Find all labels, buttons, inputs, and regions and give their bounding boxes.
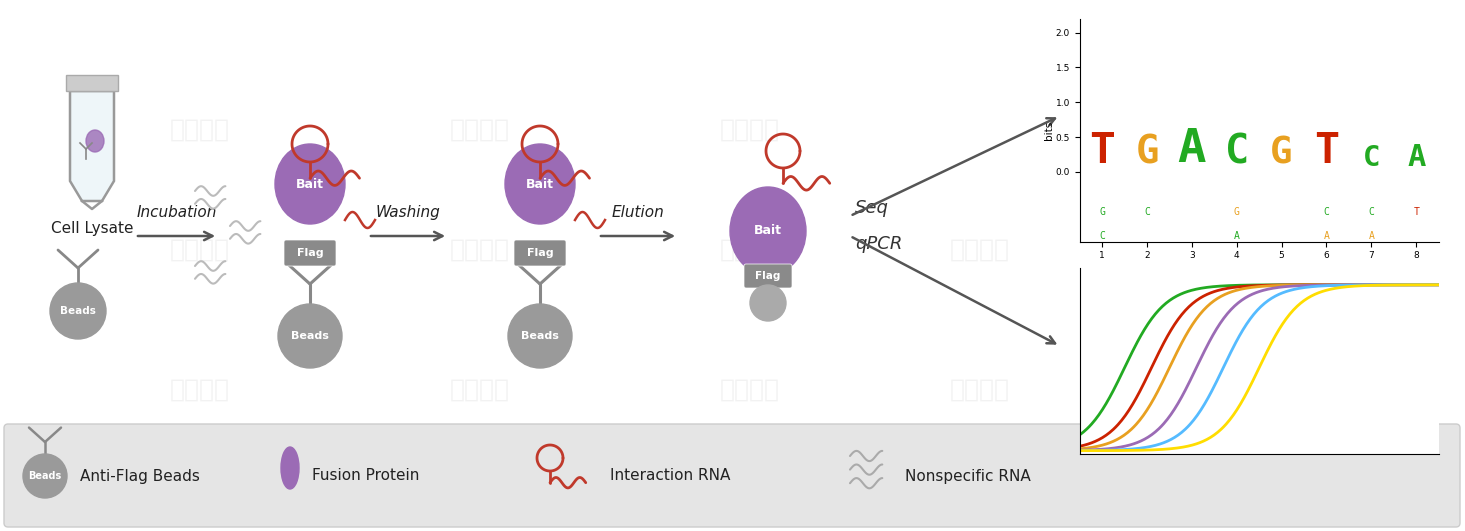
Ellipse shape <box>505 144 574 224</box>
Text: Bait: Bait <box>526 177 554 191</box>
Text: 辉验生物: 辉验生物 <box>719 118 779 142</box>
Text: Flag: Flag <box>527 248 554 258</box>
Text: A: A <box>1178 127 1206 172</box>
Text: A: A <box>1406 143 1425 172</box>
Circle shape <box>278 304 341 368</box>
Ellipse shape <box>86 130 104 152</box>
Text: 辉验生物: 辉验生物 <box>300 448 360 472</box>
Text: Bait: Bait <box>754 225 782 237</box>
Text: G: G <box>1270 136 1294 172</box>
Text: 辉验生物: 辉验生物 <box>170 378 230 402</box>
Polygon shape <box>66 75 119 91</box>
Text: Fusion Protein: Fusion Protein <box>312 468 419 484</box>
Text: T: T <box>1314 130 1339 172</box>
Text: 辉验生物: 辉验生物 <box>719 378 779 402</box>
Text: 辉验生物: 辉验生物 <box>170 238 230 262</box>
Text: A: A <box>1323 231 1329 241</box>
Text: 辉验生物: 辉验生物 <box>949 378 1009 402</box>
Text: qPCR: qPCR <box>856 235 902 253</box>
Text: 辉验生物: 辉验生物 <box>450 118 510 142</box>
Text: 辉验生物: 辉验生物 <box>719 238 779 262</box>
Text: Flag: Flag <box>297 248 324 258</box>
Text: Beads: Beads <box>28 471 62 481</box>
Text: Washing: Washing <box>375 205 441 220</box>
Text: 辉验生物: 辉验生物 <box>450 378 510 402</box>
Text: 辉验生物: 辉验生物 <box>450 238 510 262</box>
Text: Beads: Beads <box>292 331 330 341</box>
Text: 辉验生物: 辉验生物 <box>1190 378 1250 402</box>
Text: G: G <box>1234 207 1239 217</box>
Ellipse shape <box>730 187 806 275</box>
Text: Interaction RNA: Interaction RNA <box>609 468 731 484</box>
Text: Elution: Elution <box>611 205 664 220</box>
Text: A: A <box>1234 231 1239 241</box>
Circle shape <box>50 283 105 339</box>
Text: C: C <box>1099 231 1105 241</box>
FancyBboxPatch shape <box>4 424 1461 527</box>
Y-axis label: bits: bits <box>1045 121 1055 140</box>
Text: Nonspecific RNA: Nonspecific RNA <box>905 468 1031 484</box>
Text: G: G <box>1135 134 1159 172</box>
Text: 辉验生物: 辉验生物 <box>949 238 1009 262</box>
Text: T: T <box>1414 207 1420 217</box>
Text: Seq: Seq <box>856 199 889 217</box>
Text: 辉验生物: 辉验生物 <box>170 118 230 142</box>
Text: Bait: Bait <box>296 177 324 191</box>
FancyBboxPatch shape <box>744 264 793 288</box>
Text: G: G <box>1099 207 1105 217</box>
Ellipse shape <box>275 144 344 224</box>
Text: 辉验生物: 辉验生物 <box>850 448 910 472</box>
Text: Incubation: Incubation <box>136 205 217 220</box>
Text: C: C <box>1368 207 1374 217</box>
Text: Flag: Flag <box>756 271 781 281</box>
Text: A: A <box>1368 231 1374 241</box>
FancyBboxPatch shape <box>514 240 565 266</box>
Text: 辉验生物: 辉验生物 <box>580 448 640 472</box>
Circle shape <box>508 304 571 368</box>
Text: Beads: Beads <box>522 331 560 341</box>
Text: C: C <box>1144 207 1150 217</box>
Polygon shape <box>70 91 114 201</box>
Text: Cell Lysate: Cell Lysate <box>51 221 133 236</box>
Text: Beads: Beads <box>60 306 95 316</box>
Text: C: C <box>1225 133 1248 172</box>
FancyBboxPatch shape <box>284 240 335 266</box>
Text: T: T <box>1088 130 1115 172</box>
Circle shape <box>750 285 787 321</box>
Text: Anti-Flag Beads: Anti-Flag Beads <box>81 468 199 484</box>
Text: C: C <box>1323 207 1329 217</box>
Ellipse shape <box>281 447 299 489</box>
Text: C: C <box>1362 144 1380 172</box>
Circle shape <box>23 454 67 498</box>
